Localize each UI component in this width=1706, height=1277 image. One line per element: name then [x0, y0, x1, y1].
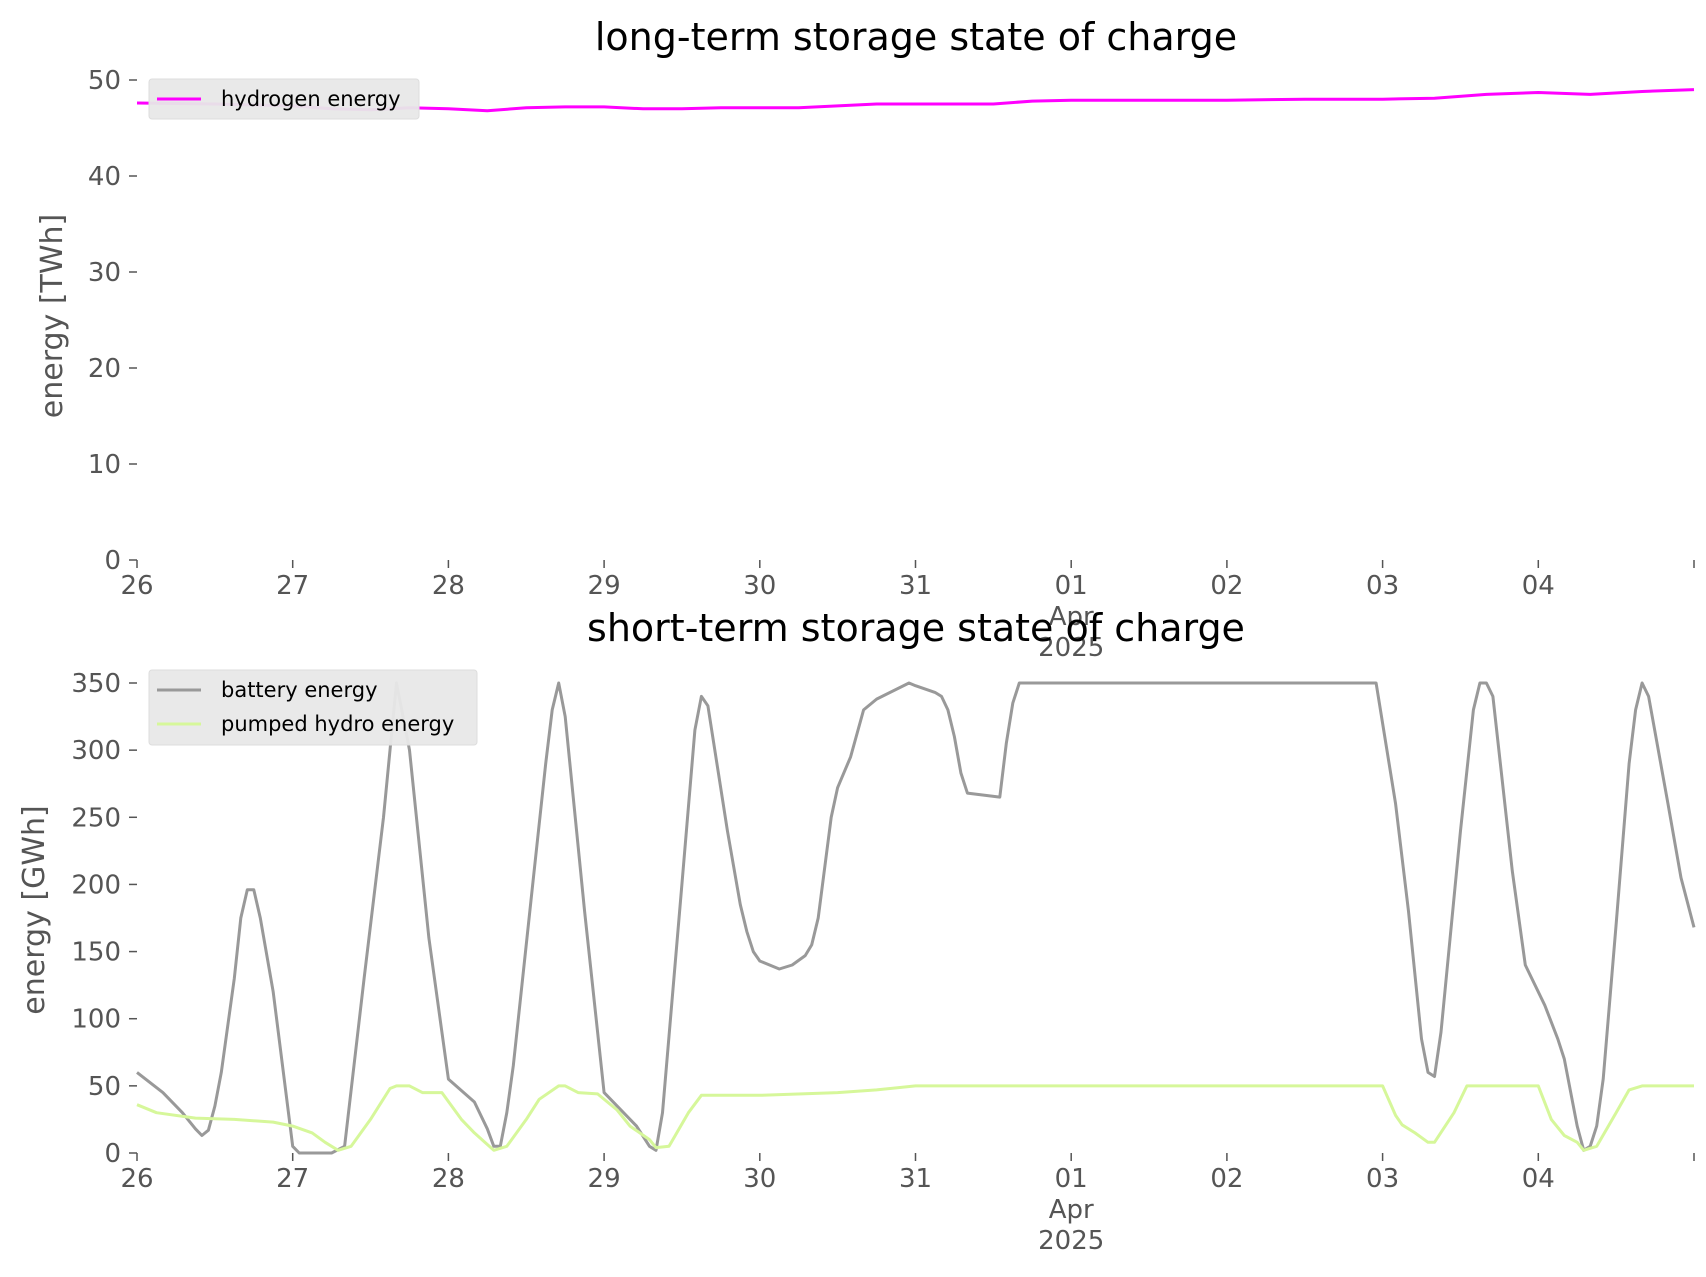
x-tick-label: 31 — [899, 1164, 932, 1194]
legend-label: battery energy — [221, 678, 378, 702]
y-tick-label: 150 — [71, 938, 121, 968]
y-axis-label: energy [TWh] — [35, 214, 70, 418]
x-tick-label: 04 — [1522, 571, 1555, 601]
y-tick-label: 0 — [104, 546, 121, 576]
long-term-storage-chart: long-term storage state of charge energy… — [35, 15, 1695, 663]
x-tick-label: 02 — [1210, 1164, 1243, 1194]
x-tick-label: 30 — [743, 1164, 776, 1194]
x-tick-label: 04 — [1522, 1164, 1555, 1194]
y-tick-label: 50 — [88, 1072, 121, 1102]
x-tick-label: 31 — [899, 571, 932, 601]
x-tick-label: 28 — [432, 1164, 465, 1194]
x-tick-label: 02 — [1210, 571, 1243, 601]
y-axis-label: energy [GWh] — [17, 805, 52, 1014]
x-tick-label: 03 — [1366, 571, 1399, 601]
x-tick-label: 29 — [588, 571, 621, 601]
y-tick-label: 30 — [88, 258, 121, 288]
chart-title: short-term storage state of charge — [587, 606, 1245, 650]
x-tick-label: 29 — [588, 1164, 621, 1194]
legend-box — [148, 669, 478, 746]
x-tick-label: 28 — [432, 571, 465, 601]
x-tick-label: 01 — [1055, 571, 1088, 601]
y-tick-label: 100 — [71, 1005, 121, 1035]
y-tick-label: 20 — [88, 354, 121, 384]
series-line-1 — [136, 681, 1696, 1155]
y-tick-label: 40 — [88, 162, 121, 192]
x-tick-label: 27 — [276, 571, 309, 601]
chart-title: long-term storage state of charge — [595, 15, 1237, 59]
y-tick-label: 50 — [88, 66, 121, 96]
series-lines — [136, 681, 1696, 1155]
x-tick-sublabel: Apr — [1049, 602, 1094, 632]
legend-label: hydrogen energy — [221, 87, 401, 111]
legend: hydrogen energy — [148, 78, 420, 120]
legend-label: pumped hydro energy — [221, 712, 454, 736]
y-tick-label: 300 — [71, 736, 121, 766]
x-tick-sublabel: 2025 — [1038, 1226, 1104, 1256]
short-term-storage-chart: short-term storage state of charge energ… — [17, 606, 1696, 1256]
y-tick-label: 0 — [104, 1139, 121, 1169]
x-tick-sublabel: Apr — [1049, 1195, 1094, 1225]
y-tick-label: 250 — [71, 803, 121, 833]
legend-box — [148, 78, 420, 120]
y-axis-ticks: 0 50 100 150 200 250 300 350 — [71, 669, 137, 1169]
legend: battery energy pumped hydro energy — [148, 669, 478, 746]
y-tick-label: 10 — [88, 450, 121, 480]
x-tick-label: 03 — [1366, 1164, 1399, 1194]
x-tick-sublabel: 2025 — [1038, 633, 1104, 663]
x-tick-label: 26 — [120, 571, 153, 601]
x-tick-label: 01 — [1055, 1164, 1088, 1194]
x-tick-label: 30 — [743, 571, 776, 601]
series-line-2 — [136, 1084, 1694, 1152]
y-tick-label: 200 — [71, 870, 121, 900]
x-tick-label: 26 — [120, 1164, 153, 1194]
x-tick-label: 27 — [276, 1164, 309, 1194]
y-axis-ticks: 0 10 20 30 40 50 — [88, 66, 137, 576]
y-tick-label: 350 — [71, 669, 121, 699]
